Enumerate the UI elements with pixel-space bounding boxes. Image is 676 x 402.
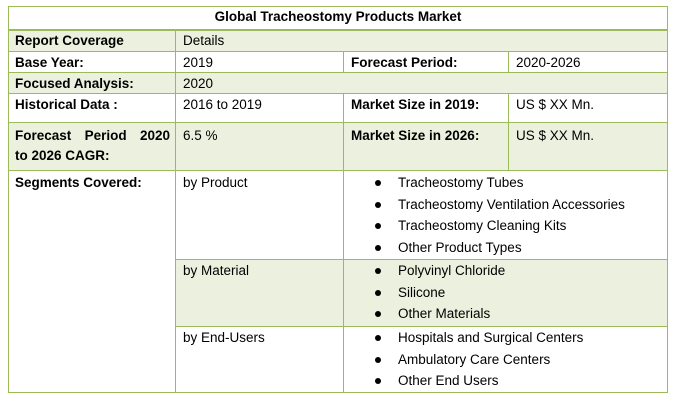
forecast-cagr-label-line1: Forecast Period 2020 <box>15 128 170 143</box>
list-item: Other Materials <box>372 303 505 325</box>
report-coverage-label: Report Coverage <box>15 33 124 48</box>
segments-label: Segments Covered: <box>15 175 142 190</box>
segments-label-cell <box>8 170 176 393</box>
market-size-2026-value: US $ XX Mn. <box>516 128 595 143</box>
bullet-icon <box>375 289 381 296</box>
forecast-period-value: 2020-2026 <box>516 55 581 70</box>
table-title-cell <box>8 6 668 30</box>
list-item-label: Other Product Types <box>398 239 522 255</box>
segment-endusers-list: Hospitals and Surgical Centers Ambulator… <box>372 327 583 392</box>
bullet-icon <box>375 244 381 251</box>
list-item: Tracheostomy Cleaning Kits <box>372 215 625 237</box>
bullet-icon <box>375 223 381 230</box>
list-item-label: Hospitals and Surgical Centers <box>398 330 584 345</box>
segment-material-list: Polyvinyl Chloride Silicone Other Materi… <box>372 260 505 325</box>
segment-product-list: Tracheostomy Tubes Tracheostomy Ventilat… <box>372 172 625 258</box>
list-item: Silicone <box>372 282 505 304</box>
focused-analysis-label: Focused Analysis: <box>15 76 134 91</box>
list-item: Hospitals and Surgical Centers <box>372 327 583 349</box>
segment-material-name-cell <box>175 259 344 327</box>
report-coverage-value: Details <box>183 33 225 48</box>
list-item: Polyvinyl Chloride <box>372 260 505 282</box>
list-item-label: Tracheostomy Tubes <box>398 175 524 190</box>
forecast-cagr-value: 6.5 % <box>183 128 218 143</box>
list-item: Other Product Types <box>372 237 625 259</box>
list-item: Tracheostomy Ventilation Accessories <box>372 194 625 216</box>
list-item-label: Polyvinyl Chloride <box>398 263 506 278</box>
segment-endusers-name: by End-Users <box>183 330 265 345</box>
forecast-period-label: Forecast Period: <box>351 55 458 70</box>
bullet-icon <box>375 356 381 363</box>
bullet-icon <box>375 180 381 186</box>
segment-material-name: by Material <box>183 263 250 278</box>
segment-product-name: by Product <box>183 175 248 190</box>
list-item-label: Ambulatory Care Centers <box>398 351 551 367</box>
segment-material-items-cell <box>343 259 668 327</box>
list-item-label: Silicone <box>398 284 446 300</box>
segment-endusers-items-cell <box>343 326 668 393</box>
list-item-label: Tracheostomy Cleaning Kits <box>398 218 567 234</box>
list-item: Tracheostomy Tubes <box>372 172 625 194</box>
table-title: Global Tracheostomy Products Market <box>214 9 462 24</box>
focused-analysis-value-cell <box>175 72 668 94</box>
base-year-label: Base Year: <box>15 55 84 70</box>
market-size-2019-value: US $ XX Mn. <box>516 97 595 112</box>
forecast-cagr-label-line2: to 2026 CAGR: <box>15 148 110 163</box>
list-item: Other End Users <box>372 370 583 392</box>
report-coverage-value-cell <box>175 30 668 52</box>
list-item-label: Tracheostomy Ventilation Accessories <box>398 196 625 212</box>
list-item-label: Other End Users <box>398 373 499 389</box>
bullet-icon <box>375 335 381 341</box>
bullet-icon <box>375 201 381 208</box>
bullet-icon <box>375 311 381 318</box>
bullet-icon <box>375 378 381 385</box>
list-item: Ambulatory Care Centers <box>372 349 583 371</box>
bullet-icon <box>375 268 381 274</box>
historical-data-label: Historical Data : <box>15 97 118 112</box>
market-size-2026-label: Market Size in 2026: <box>351 128 480 143</box>
base-year-value: 2019 <box>183 55 214 70</box>
historical-data-value: 2016 to 2019 <box>183 97 262 112</box>
market-size-2019-label: Market Size in 2019: <box>351 97 480 112</box>
list-item-label: Other Materials <box>398 306 491 322</box>
focused-analysis-value: 2020 <box>183 76 214 91</box>
